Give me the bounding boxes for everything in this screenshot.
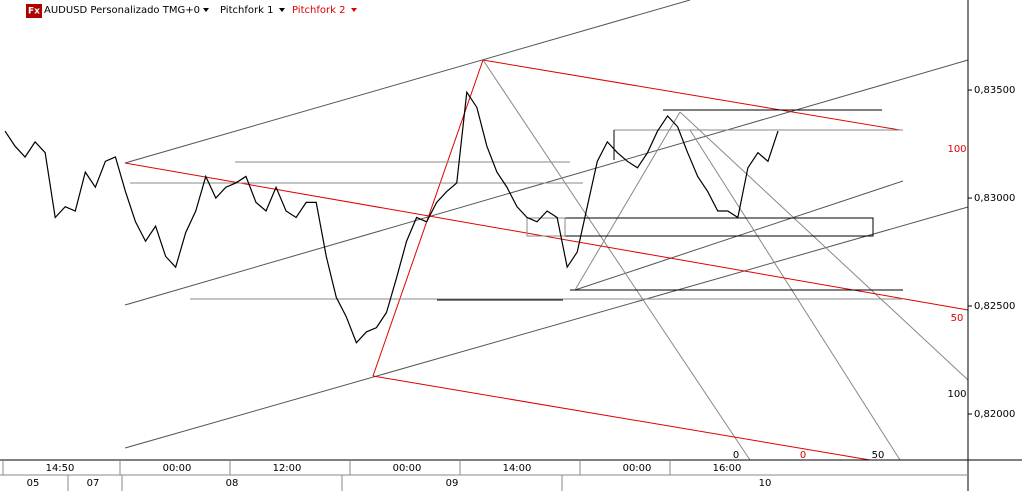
time-label: 00:00	[393, 463, 422, 474]
date-label: 09	[446, 478, 459, 489]
level-label: 0	[733, 450, 739, 461]
trend-line	[124, 0, 691, 164]
time-label: 16:00	[713, 463, 742, 474]
time-label: 12:00	[273, 463, 302, 474]
time-label: 00:00	[163, 463, 192, 474]
symbol-icon[interactable]	[26, 4, 42, 18]
drawings	[124, 0, 969, 461]
level-label: 100	[947, 144, 966, 155]
time-label: 00:00	[623, 463, 652, 474]
y-tick-label: 0,82500	[974, 301, 1015, 312]
dropdown-arrow[interactable]	[279, 8, 285, 12]
level-label: 50	[872, 450, 885, 461]
symbol-icon-text: Fx	[28, 7, 40, 17]
date-label: 05	[27, 478, 40, 489]
series-layer	[4, 90, 779, 344]
date-label: 08	[226, 478, 239, 489]
price-line	[4, 90, 779, 344]
indicator-label[interactable]: Pitchfork 2	[292, 5, 345, 16]
indicator-label[interactable]: Pitchfork 1	[220, 5, 273, 16]
trend-line	[689, 129, 901, 461]
trend-line	[679, 111, 969, 381]
y-tick-label: 0,83000	[974, 193, 1015, 204]
level-label: 100	[947, 389, 966, 400]
pitchfork-line	[482, 59, 901, 131]
date-label: 07	[87, 478, 100, 489]
level-label: 0	[800, 450, 806, 461]
dropdown-arrow[interactable]	[351, 8, 357, 12]
dropdown-arrow[interactable]	[203, 8, 209, 12]
date-label: 10	[759, 478, 772, 489]
price-axis	[968, 0, 1022, 460]
chart-title[interactable]: AUDUSD Personalizado TMG+0	[44, 5, 200, 16]
y-tick-label: 0,82000	[974, 409, 1015, 420]
trend-line	[482, 59, 751, 461]
level-label: 50	[951, 313, 964, 324]
trend-line	[574, 111, 681, 291]
time-label: 14:50	[46, 463, 75, 474]
y-tick-label: 0,83500	[974, 85, 1015, 96]
zone-box	[526, 217, 566, 237]
trend-line	[124, 206, 969, 449]
pitchfork-line	[372, 375, 871, 461]
time-label: 14:00	[503, 463, 532, 474]
